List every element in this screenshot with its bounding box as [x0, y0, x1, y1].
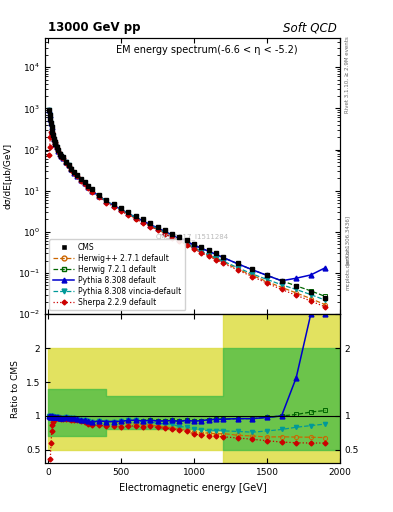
Text: Soft QCD: Soft QCD	[283, 22, 337, 34]
Text: [arXiv:1306.3436]: [arXiv:1306.3436]	[345, 215, 350, 265]
Text: mcplots.cern.ch: mcplots.cern.ch	[345, 246, 350, 290]
Text: CMS_2017_I1511284: CMS_2017_I1511284	[156, 233, 229, 241]
X-axis label: Electromagnetic energy [GeV]: Electromagnetic energy [GeV]	[119, 483, 266, 493]
Text: Rivet 3.1.10, ≥ 2.9M events: Rivet 3.1.10, ≥ 2.9M events	[345, 36, 350, 113]
Text: EM energy spectrum(-6.6 < η < -5.2): EM energy spectrum(-6.6 < η < -5.2)	[116, 45, 298, 55]
Text: 13000 GeV pp: 13000 GeV pp	[48, 22, 141, 34]
Y-axis label: dσ/dE[μb/GeV]: dσ/dE[μb/GeV]	[4, 143, 13, 209]
Legend: CMS, Herwig++ 2.7.1 default, Herwig 7.2.1 default, Pythia 8.308 default, Pythia : CMS, Herwig++ 2.7.1 default, Herwig 7.2.…	[49, 239, 185, 310]
Y-axis label: Ratio to CMS: Ratio to CMS	[11, 360, 20, 418]
